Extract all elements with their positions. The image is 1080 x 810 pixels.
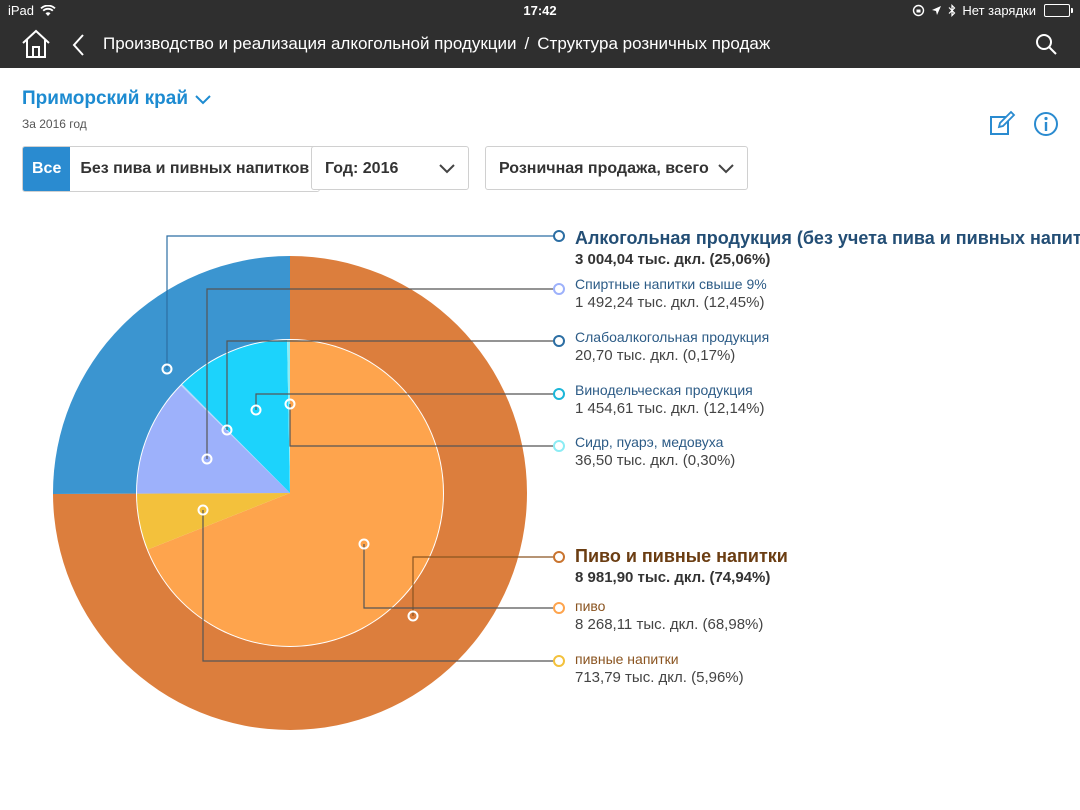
search-icon[interactable] [1034,32,1058,56]
leader-beer-group-start-ring [407,610,419,622]
leader-beer-start-ring [358,538,370,550]
leader-spirits-end-marker [553,283,565,295]
legend-beer[interactable]: пиво 8 268,11 тыс. дкл. (68,98%) [575,598,763,633]
location-icon [932,6,942,15]
breadcrumb: Производство и реализация алкогольной пр… [103,34,770,54]
legend-name: пивные напитки [575,651,679,667]
breadcrumb-separator: / [524,34,530,53]
legend-beer-drinks[interactable]: пивные напитки 713,79 тыс. дкл. (5,96%) [575,651,744,686]
legend-value: 20,70 тыс. дкл. (0,17%) [575,347,736,364]
battery-icon [1044,4,1073,17]
legend-name: Сидр, пуарэ, медовуха [575,434,724,450]
legend-value: 8 268,11 тыс. дкл. (68,98%) [575,616,764,633]
status-time: 17:42 [523,3,557,18]
legend-cider[interactable]: Сидр, пуарэ, медовуха 36,50 тыс. дкл. (0… [575,434,735,469]
legend-name: Алкогольная продукция (без учета пива и … [575,228,1080,248]
device-label: iPad [8,3,35,18]
sales-type-dropdown[interactable]: Розничная продажа, всего [485,146,748,190]
leader-alcohol-group-start-ring [161,363,173,375]
leader-low-alcohol-end-marker [553,335,565,347]
legend-spirits[interactable]: Спиртные напитки свыше 9% 1 492,24 тыс. … [575,276,767,311]
legend-value: 1 454,61 тыс. дкл. (12,14%) [575,400,765,417]
legend-value: 1 492,24 тыс. дкл. (12,45%) [575,294,765,311]
legend-alcohol-group[interactable]: Алкогольная продукция (без учета пива и … [575,228,1080,268]
legend-name: Винодельческая продукция [575,382,753,398]
nav-bar: Производство и реализация алкогольной пр… [0,22,1080,68]
region-name[interactable]: Приморский край [22,88,189,109]
legend-value: 8 981,90 тыс. дкл. (74,94%) [575,569,771,586]
leader-cider [289,404,559,447]
leader-alcohol-group-end-marker [553,230,565,242]
wifi-icon [40,4,56,16]
year-dropdown[interactable]: Год: 2016 [311,146,469,190]
legend-wine[interactable]: Винодельческая продукция 1 454,61 тыс. д… [575,382,764,417]
legend-low-alcohol[interactable]: Слабоалкогольная продукция 20,70 тыс. дк… [575,329,769,364]
sales-type-dropdown-value: Розничная продажа, всего [499,160,709,177]
leader-wine-end-marker [553,388,565,400]
info-icon[interactable] [1032,110,1060,138]
inner-slice-beer[interactable] [147,340,443,647]
leader-beer-group-end-marker [553,551,565,563]
chevron-down-icon [439,164,455,174]
chevron-down-icon [718,164,734,174]
back-icon[interactable] [70,32,88,58]
legend-value: 36,50 тыс. дкл. (0,30%) [575,452,736,469]
leader-alcohol-group [166,235,559,369]
segment-no-beer[interactable]: Без пива и пивных напитков [70,147,320,191]
inner-slice-low-alcohol[interactable] [181,384,290,493]
leader-cider-start-ring [284,398,296,410]
legend-name: Слабоалкогольная продукция [575,329,770,345]
legend-name: Пиво и пивные напитки [575,546,788,566]
period-label: За 2016 год [22,117,87,131]
home-icon[interactable] [20,28,52,60]
leader-beer-end-marker [553,602,565,614]
leader-beer-drinks [202,510,559,662]
legend-value: 3 004,04 тыс. дкл. (25,06%) [575,251,771,268]
leader-beer-drinks-end-marker [553,655,565,667]
status-bar: iPad 17:42 Нет зарядки [0,0,1080,22]
inner-slice-beer-drinks[interactable] [137,493,290,550]
leader-wine-start-ring [250,404,262,416]
bluetooth-icon [948,4,956,17]
legend-name: пиво [575,598,606,614]
beer-filter-segmented-control: Все Без пива и пивных напитков [22,146,321,192]
legend-name: Спиртные напитки свыше 9% [575,276,767,292]
segment-all[interactable]: Все [23,147,71,191]
breadcrumb-current: Структура розничных продаж [537,34,771,53]
leader-beer-drinks-start-ring [197,504,209,516]
orientation-lock-icon [913,4,925,17]
chevron-down-icon[interactable] [194,93,212,105]
breadcrumb-parent[interactable]: Производство и реализация алкогольной пр… [103,34,517,53]
region-selector[interactable]: Приморский край [22,88,212,110]
inner-slice-spirits[interactable] [137,385,290,494]
leader-low-alcohol-start-ring [221,424,233,436]
inner-slice-wine[interactable] [182,340,290,493]
leader-spirits [206,288,559,459]
inner-slice-cider[interactable] [287,340,290,493]
edit-icon[interactable] [988,110,1016,138]
leader-beer-group [412,556,559,616]
legend-beer-group[interactable]: Пиво и пивные напитки 8 981,90 тыс. дкл.… [575,546,788,586]
legend-value: 713,79 тыс. дкл. (5,96%) [575,669,744,686]
leader-low-alcohol [226,340,559,430]
leader-beer [363,544,559,609]
charging-status: Нет зарядки [962,3,1036,18]
leader-spirits-start-ring [201,453,213,465]
leader-cider-end-marker [553,440,565,452]
year-dropdown-value: Год: 2016 [325,160,399,177]
